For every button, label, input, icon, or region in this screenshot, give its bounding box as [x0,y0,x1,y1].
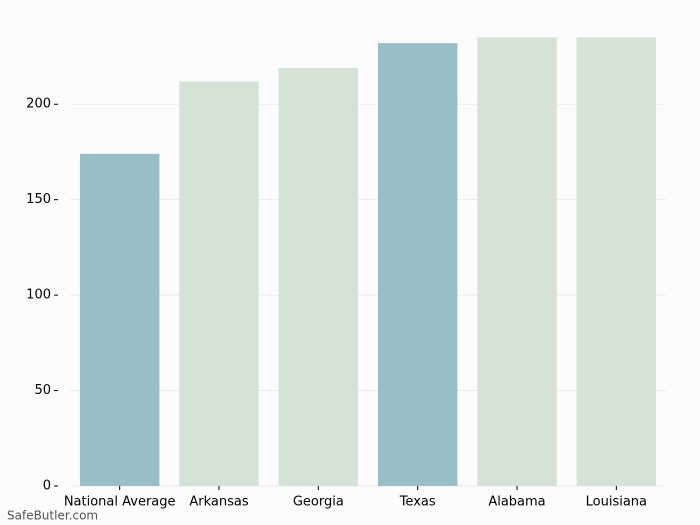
y-tick-label: 50 [34,383,51,398]
bar [576,37,657,487]
x-tick-label: Alabama [488,495,545,510]
x-tick-label: National Average [64,495,176,510]
bar [477,37,557,487]
y-tick-label: 0 [43,479,51,494]
bar [79,153,160,486]
bar [179,81,259,487]
y-tick-label: 100 [26,288,51,303]
watermark: SafeButler.com [7,509,98,523]
x-tick-label: Louisiana [586,495,647,510]
y-tick-label: 150 [26,192,51,207]
y-tick-label: 200 [26,97,51,112]
bar [377,43,458,486]
bar [278,67,359,486]
x-tick-label: Georgia [293,495,344,510]
x-tick-label: Texas [399,495,436,510]
x-tick-label: Arkansas [189,495,248,510]
